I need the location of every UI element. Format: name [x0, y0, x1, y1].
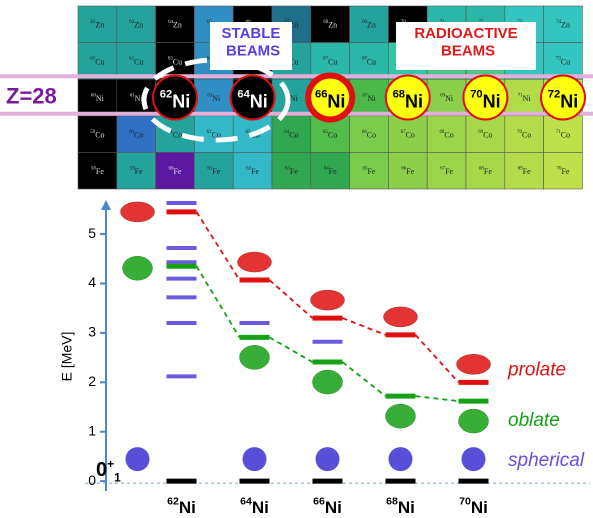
legend-label: spherical — [508, 450, 585, 471]
y-axis-arrow — [101, 200, 111, 210]
x-tick-label: 70Ni — [459, 495, 488, 517]
x-tick-label: 66Ni — [313, 495, 342, 517]
prolate-shape — [238, 252, 272, 272]
y-tick-label: 5 — [88, 225, 96, 241]
ground-state-sup: + — [107, 457, 114, 471]
stable-label: STABLE BEAMS — [222, 25, 281, 59]
ground-state-sub: 1 — [114, 470, 121, 484]
legend-label: oblate — [508, 410, 560, 431]
ground-state-base: 0 — [96, 459, 107, 481]
x-tick-label: 64Ni — [240, 495, 269, 517]
z-label: Z=28 — [6, 83, 57, 108]
spherical-shape — [316, 447, 340, 471]
y-tick-label: 2 — [88, 373, 96, 389]
prolate-shape — [384, 307, 418, 327]
y-tick-label: 3 — [88, 324, 96, 340]
y-tick-label: 1 — [88, 422, 96, 438]
prolate-shape — [457, 354, 491, 374]
figure: 62Zn63Zn64Zn65Zn66Zn67Zn68Zn69Zn70Zn71Zn… — [0, 0, 593, 518]
y-tick-label: 0 — [88, 472, 96, 488]
spherical-shape — [126, 447, 150, 471]
spherical-shape — [243, 447, 267, 471]
spherical-shape — [389, 447, 413, 471]
x-tick-label: 62Ni — [167, 495, 196, 517]
oblate-shape — [313, 370, 343, 394]
oblate-shape — [123, 256, 153, 280]
x-tick-label: 68Ni — [386, 495, 415, 517]
prolate-shape — [311, 290, 345, 310]
ground-state-label: 0+1 — [96, 457, 121, 484]
legend-label: prolate — [507, 359, 566, 380]
spherical-shape — [462, 447, 486, 471]
oblate-shape — [386, 404, 416, 428]
nuclide-chart: 62Zn63Zn64Zn65Zn66Zn67Zn68Zn69Zn70Zn71Zn… — [0, 6, 593, 189]
oblate-shape — [240, 345, 270, 369]
y-axis-label: E [MeV] — [59, 332, 75, 382]
oblate-shape — [459, 409, 489, 433]
prolate-shape — [121, 202, 155, 222]
y-tick-label: 4 — [88, 274, 96, 290]
